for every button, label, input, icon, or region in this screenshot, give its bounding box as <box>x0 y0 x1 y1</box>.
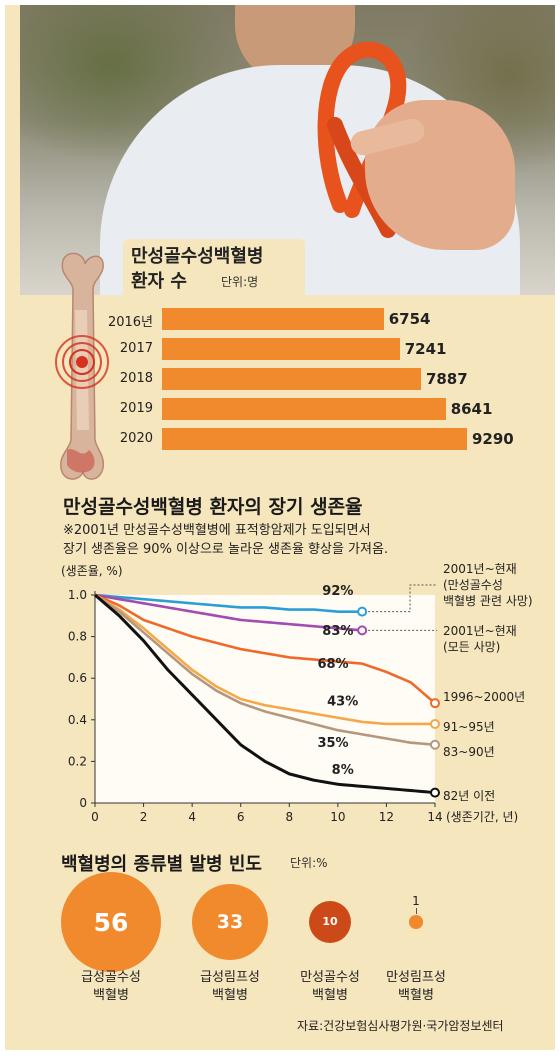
bar-value-label: 7887 <box>425 370 468 388</box>
caption-box <box>123 239 305 295</box>
frequency-bubble: 33 <box>191 883 269 961</box>
bubble-label-line: 백혈병 <box>212 988 248 1003</box>
survival-note-2: 장기 생존율은 90% 이상으로 놀라운 생존율 향상을 가져옴. <box>63 542 389 557</box>
bar-category-label: 2018 <box>119 371 153 386</box>
x-tick-label: 8 <box>285 810 293 824</box>
bubble-label-line: 만성골수성 <box>300 970 360 985</box>
legend-label: 82년 이전 <box>443 789 495 803</box>
bar <box>162 398 446 420</box>
series-end-label: 83% <box>322 624 353 639</box>
x-tick-label: 14 <box>427 810 442 824</box>
legend-leader <box>368 584 437 613</box>
survival-line-chart: (생존율, %) 0 0.2 0.4 0.6 0.8 1.0 0 2 4 6 8 10 12 14 (생존기간… <box>61 562 533 824</box>
x-tick-label: 0 <box>91 810 99 824</box>
series-line <box>94 593 436 795</box>
series-end-marker <box>357 625 368 636</box>
frequency-bubble: 10 <box>308 900 352 944</box>
series-end-label: 8% <box>332 763 354 778</box>
series-end-label: 35% <box>317 736 348 751</box>
legend-label: 2001년~현재 <box>443 562 517 576</box>
bar-value-label: 8641 <box>450 400 493 418</box>
series-line <box>94 593 363 632</box>
y-tick-label: 1.0 <box>68 588 87 602</box>
patients-title: 만성골수성백혈병 <box>131 246 264 267</box>
y-tick-label: 0 <box>79 796 87 810</box>
legend-label: 91~95년 <box>443 720 495 734</box>
x-tick-label: 10 <box>330 810 345 824</box>
bone-icon <box>55 252 109 480</box>
y-tick-label: 0.2 <box>68 754 87 768</box>
frequency-bubble <box>409 915 423 929</box>
bubble-value-label: 56 <box>93 907 129 937</box>
legend-label: 백혈병 관련 사망) <box>443 594 533 608</box>
bar-category-label: 2020 <box>119 431 153 446</box>
bubble-label-line: 백혈병 <box>93 988 129 1003</box>
bar <box>162 338 400 360</box>
bubble-value-label: 1 <box>412 894 420 909</box>
bar-category-label: 2019 <box>119 401 153 416</box>
bar-value-label: 6754 <box>388 310 431 328</box>
x-tick-label: 6 <box>237 810 245 824</box>
bubble-stem <box>416 908 417 915</box>
series-line <box>94 593 363 613</box>
patients-bar-chart: 2016년 6754 2017 7241 2018 7887 2019 8641 2020 929… <box>5 300 555 450</box>
x-tick-label: 2 <box>140 810 148 824</box>
bar <box>162 428 467 450</box>
bar-value-label: 9290 <box>472 430 514 448</box>
bubble-label-line: 급성림프성 <box>200 970 260 985</box>
series-end-marker <box>430 739 440 750</box>
bubble-value-label: 33 <box>216 910 244 933</box>
frequency-bubble: 56 <box>61 872 161 972</box>
series-end-marker <box>357 606 368 617</box>
bar <box>162 368 421 390</box>
legend-label: 2001년~현재 <box>443 624 517 638</box>
bubble-label-line: 백혈병 <box>312 988 348 1003</box>
bar-value-label: 7241 <box>404 340 447 358</box>
plot-area <box>95 595 435 803</box>
series-end-marker <box>430 698 440 709</box>
y-tick-label: 0.4 <box>68 713 87 727</box>
patients-unit: 단위:명 <box>221 275 259 289</box>
frequency-title: 백혈병의 종류별 발병 빈도 <box>61 854 262 875</box>
bar-category-label: 2016년 <box>107 315 153 330</box>
x-tick-label: 4 <box>188 810 196 824</box>
series-line <box>94 593 436 747</box>
survival-note: ※2001년 만성골수성백혈병에 표적항암제가 도입되면서 <box>63 523 371 538</box>
bar <box>162 308 384 330</box>
bubble-label-line: 백혈병 <box>398 988 434 1003</box>
bar-category-label: 2017 <box>119 341 153 356</box>
legend-label: 83~90년 <box>443 745 495 759</box>
y-tick-label: 0.6 <box>68 671 87 685</box>
y-axis-label: (생존율, %) <box>61 564 123 578</box>
source-note: 자료:건강보험심사평가원·국가암정보센터 <box>297 1019 504 1033</box>
legend-label: (모든 사망) <box>443 640 500 654</box>
infographic: 만성골수성백혈병 환자 수 단위:명 2016년 6754 2017 7241 2018… <box>5 5 555 1050</box>
series-end-marker <box>430 787 440 798</box>
series-end-marker <box>430 718 440 729</box>
series-line <box>94 593 436 705</box>
bubble-label-line: 만성림프성 <box>386 970 446 985</box>
frequency-unit: 단위:% <box>290 856 328 870</box>
survival-title: 만성골수성백혈병 환자의 장기 생존율 <box>63 496 363 518</box>
bubble-label-line: 급성골수성 <box>81 970 141 985</box>
series-end-label: 43% <box>327 694 358 709</box>
x-tick-label: 12 <box>379 810 394 824</box>
patients-title-2: 환자 수 <box>131 271 187 292</box>
bubble-value-label: 10 <box>322 915 338 929</box>
y-tick-label: 0.8 <box>68 630 87 644</box>
legend-label: (만성골수성 <box>443 578 503 592</box>
series-end-label: 68% <box>317 657 348 672</box>
x-axis-label: (생존기간, 년) <box>446 810 518 824</box>
series-line <box>94 593 435 726</box>
series-end-label: 92% <box>322 584 353 599</box>
legend-label: 1996~2000년 <box>443 690 525 704</box>
